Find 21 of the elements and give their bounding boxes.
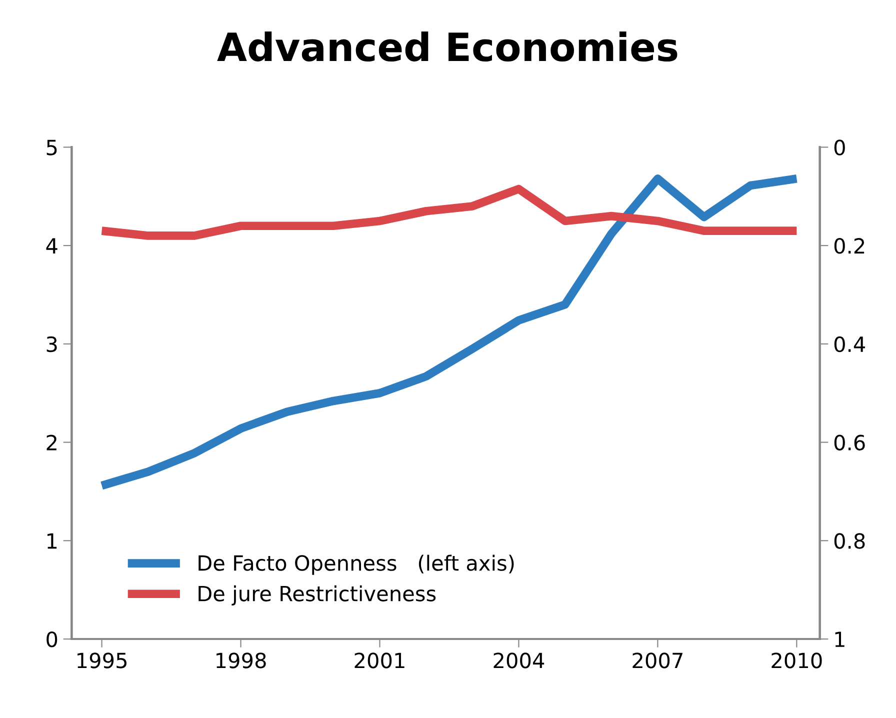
y2-tick-label: 0.6: [834, 434, 865, 450]
y2-tick-label: 0: [834, 140, 845, 156]
y2-tick-label: 1: [835, 632, 844, 647]
x-tick-label: 2001: [354, 652, 404, 668]
y-tick-label: 3: [46, 336, 57, 352]
y-tick-label: 5: [46, 140, 57, 156]
y2-tick-label: 0.2: [834, 238, 864, 254]
x-tick-label: 1998: [216, 652, 266, 668]
x-tick-label: 2007: [632, 652, 682, 668]
legend-label: De Facto Openness (left axis): [198, 554, 514, 575]
x-tick-label: 2010: [772, 652, 822, 668]
y-tick-label: 0: [46, 631, 58, 648]
x-tick-label: 2004: [494, 652, 544, 668]
y-tick-label: 4: [46, 238, 58, 254]
x-tick-label: 1995: [78, 652, 126, 668]
y-tick-label: 1: [48, 533, 57, 549]
y2-tick-label: 0.8: [834, 533, 865, 549]
y2-tick-label: 0.4: [834, 336, 865, 352]
y-tick-label: 2: [46, 434, 56, 450]
legend-label: De jure Restrictiveness: [198, 585, 436, 606]
chart-title: Advanced Economies: [217, 31, 678, 62]
